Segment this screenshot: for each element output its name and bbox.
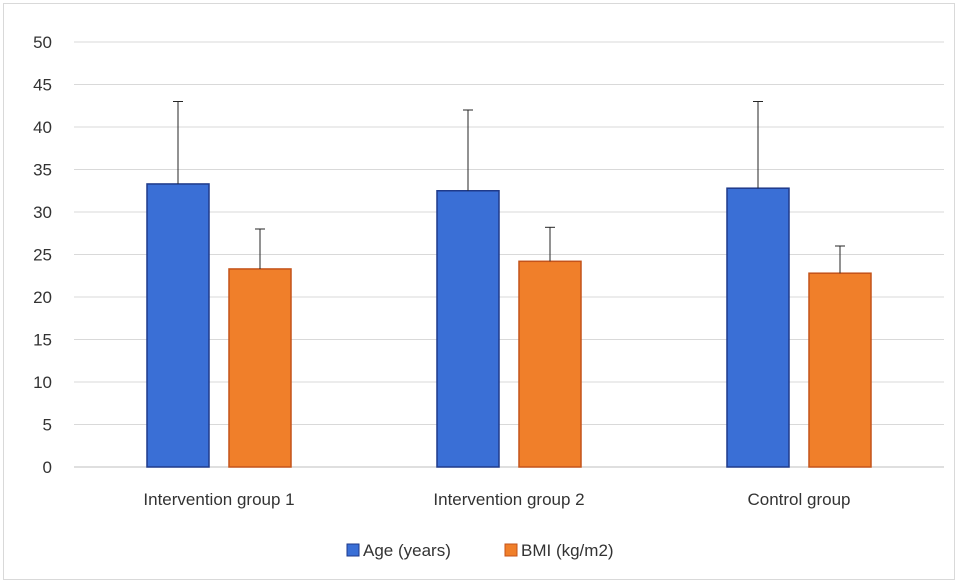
y-tick-label: 45 [33,76,52,95]
legend-label-0: Age (years) [363,541,451,560]
chart-frame: 0 5 10 15 20 25 30 35 40 45 50 Intervention group … [3,3,955,580]
x-tick-label: Intervention group 1 [143,490,294,509]
bar-bmi-0 [228,268,292,468]
y-tick-label: 0 [43,458,52,477]
y-tick-label: 15 [33,331,52,350]
x-axis: Intervention group 1 Intervention group 2… [143,490,850,509]
y-tick-label: 30 [33,203,52,222]
bar-age-2 [726,187,790,468]
bar-age-1 [436,190,500,468]
x-tick-label: Intervention group 2 [433,490,584,509]
y-tick-label: 10 [33,373,52,392]
legend-label-1: BMI (kg/m2) [521,541,614,560]
y-tick-label: 25 [33,246,52,265]
y-tick-label: 40 [33,118,52,137]
y-tick-label: 5 [43,416,52,435]
error-bars [173,101,845,274]
gridlines [74,41,944,468]
y-axis: 0 5 10 15 20 25 30 35 40 45 50 [33,33,52,477]
bar-bmi-2 [808,272,872,468]
y-tick-label: 50 [33,33,52,52]
bar-bmi-1 [518,260,582,468]
y-tick-label: 35 [33,161,52,180]
legend-swatch-0 [346,543,360,557]
bar-chart: 0 5 10 15 20 25 30 35 40 45 50 Intervention group … [33,33,944,560]
legend-swatch-1 [504,543,518,557]
bars [146,183,872,468]
x-tick-label: Control group [747,490,850,509]
bar-age-0 [146,183,210,468]
legend: Age (years) BMI (kg/m2) [346,541,614,560]
y-tick-label: 20 [33,288,52,307]
